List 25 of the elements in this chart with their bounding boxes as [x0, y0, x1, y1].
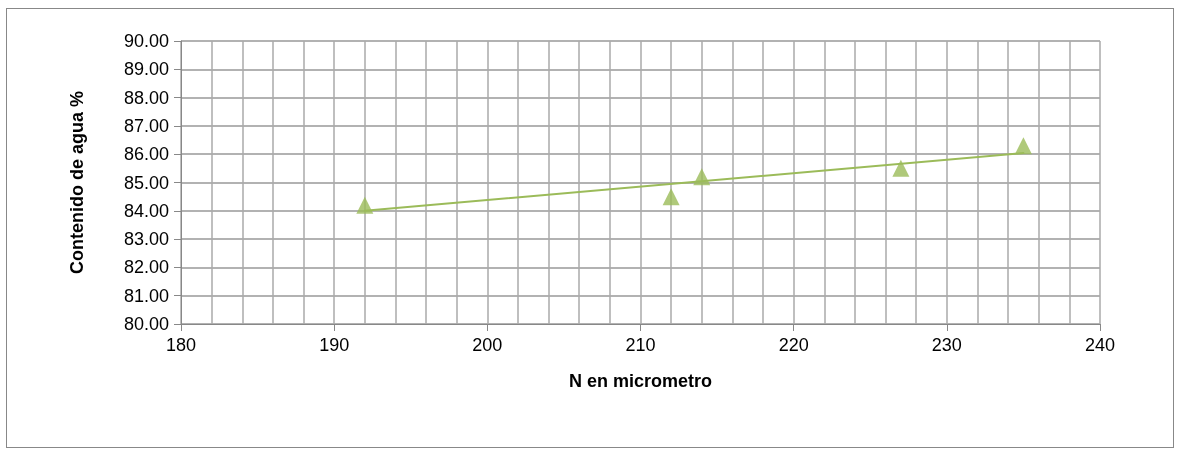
x-tick-label: 180 — [165, 335, 197, 355]
point — [892, 159, 910, 177]
x-tick-label: 230 — [931, 335, 962, 355]
y-tick-label: 82.00 — [123, 257, 169, 278]
x-tick-label: 240 — [1084, 335, 1116, 355]
y-tick-label: 83.00 — [123, 229, 169, 250]
y-axis-title: Contenido de agua % — [67, 90, 87, 275]
point — [1014, 137, 1032, 155]
y-tick-label: 84.00 — [123, 200, 169, 221]
point — [356, 196, 374, 214]
point — [693, 168, 711, 186]
y-tick-label: 90.00 — [123, 31, 169, 51]
point — [662, 188, 680, 206]
y-tick-label: 85.00 — [123, 172, 169, 193]
x-tick-label: 210 — [625, 335, 656, 355]
y-tick-label: 87.00 — [123, 115, 169, 136]
y-tick-label: 88.00 — [123, 87, 169, 108]
x-tick-label: 220 — [778, 335, 809, 355]
y-tick-label: 89.00 — [123, 59, 169, 80]
x-axis-title: N en micrometro — [568, 371, 713, 391]
x-tick-label: 200 — [472, 335, 503, 355]
y-tick-label: 86.00 — [123, 144, 169, 165]
x-tick-label: 190 — [319, 335, 350, 355]
y-tick-label: 81.00 — [123, 285, 169, 306]
y-tick-label: 80.00 — [123, 314, 169, 334]
